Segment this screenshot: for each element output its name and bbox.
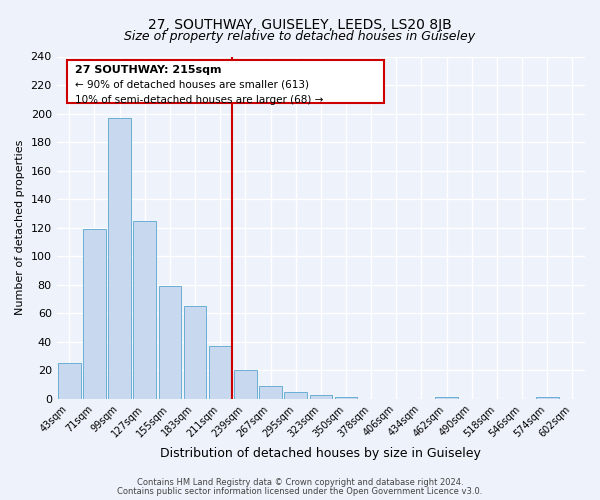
- Bar: [108, 118, 131, 399]
- Text: Contains HM Land Registry data © Crown copyright and database right 2024.: Contains HM Land Registry data © Crown c…: [137, 478, 463, 487]
- Bar: [436, 398, 458, 399]
- FancyBboxPatch shape: [67, 60, 384, 102]
- Bar: [133, 220, 156, 399]
- Bar: [58, 363, 80, 399]
- Bar: [158, 286, 181, 399]
- Bar: [234, 370, 257, 399]
- Bar: [209, 346, 232, 399]
- Text: 10% of semi-detached houses are larger (68) →: 10% of semi-detached houses are larger (…: [75, 95, 323, 105]
- Bar: [184, 306, 206, 399]
- Bar: [536, 398, 559, 399]
- Text: Size of property relative to detached houses in Guiseley: Size of property relative to detached ho…: [124, 30, 476, 43]
- Text: ← 90% of detached houses are smaller (613): ← 90% of detached houses are smaller (61…: [75, 79, 309, 89]
- Y-axis label: Number of detached properties: Number of detached properties: [15, 140, 25, 316]
- Text: Contains public sector information licensed under the Open Government Licence v3: Contains public sector information licen…: [118, 487, 482, 496]
- Bar: [284, 392, 307, 399]
- X-axis label: Distribution of detached houses by size in Guiseley: Distribution of detached houses by size …: [160, 447, 481, 460]
- Bar: [310, 394, 332, 399]
- Bar: [259, 386, 282, 399]
- Text: 27, SOUTHWAY, GUISELEY, LEEDS, LS20 8JB: 27, SOUTHWAY, GUISELEY, LEEDS, LS20 8JB: [148, 18, 452, 32]
- Bar: [83, 229, 106, 399]
- Text: 27 SOUTHWAY: 215sqm: 27 SOUTHWAY: 215sqm: [75, 65, 221, 75]
- Bar: [335, 398, 358, 399]
